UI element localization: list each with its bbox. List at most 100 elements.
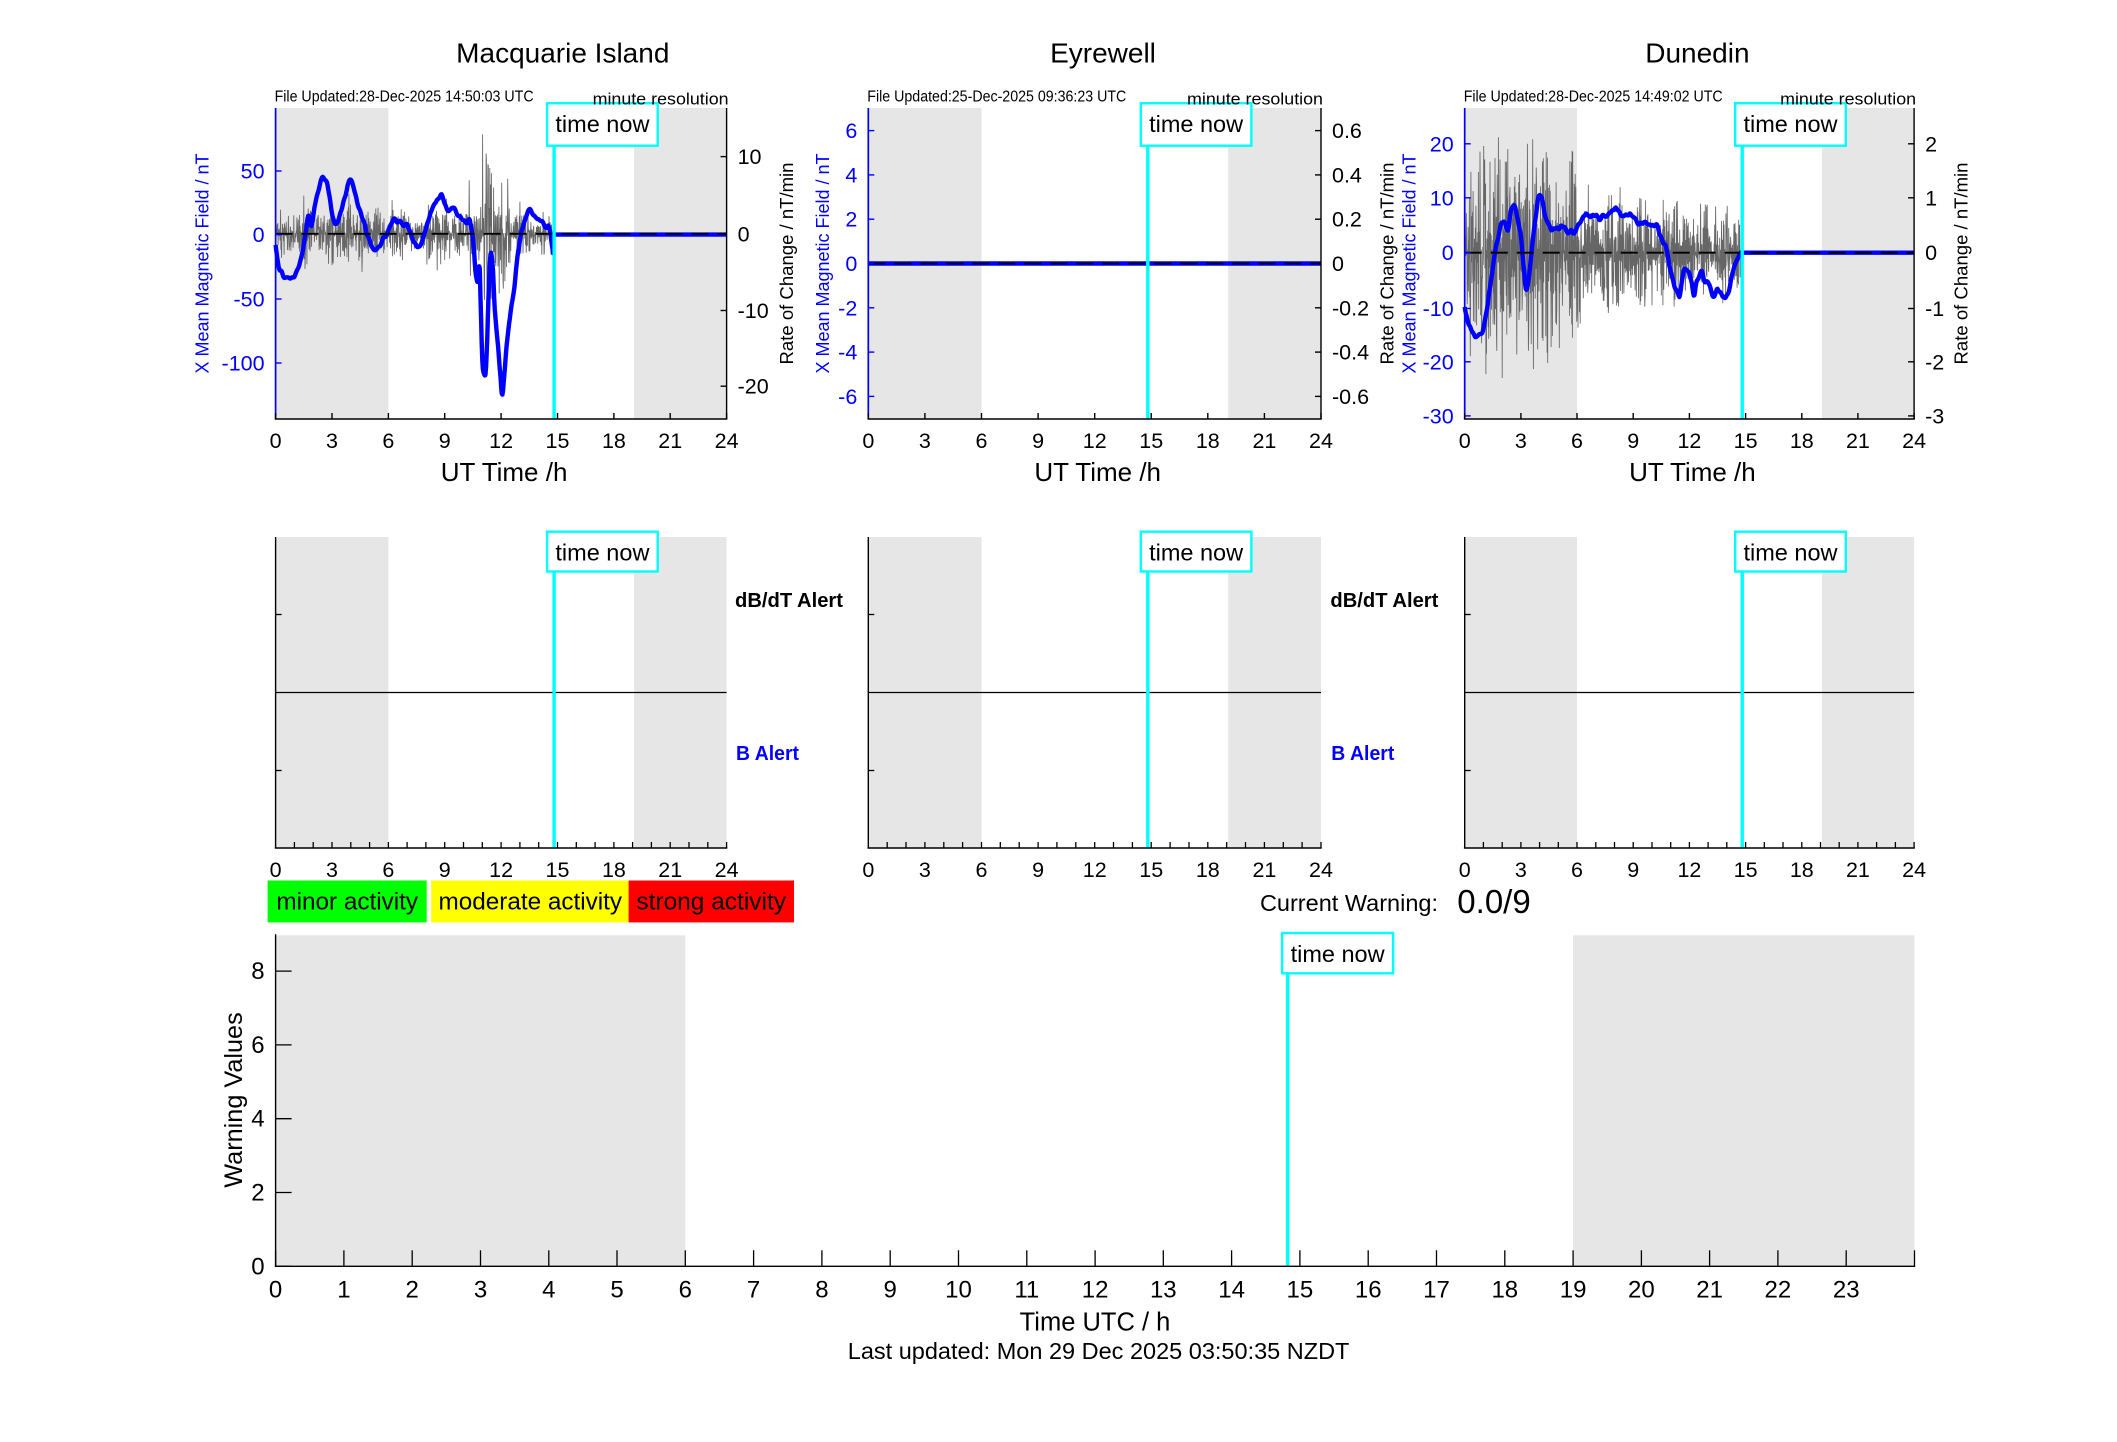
svg-text:-20: -20 xyxy=(1423,350,1454,374)
svg-text:-30: -30 xyxy=(1423,404,1454,428)
svg-text:21: 21 xyxy=(1846,429,1870,453)
svg-text:15: 15 xyxy=(1287,1277,1314,1304)
svg-text:13: 13 xyxy=(1150,1277,1177,1304)
svg-text:9: 9 xyxy=(1032,429,1044,453)
svg-text:3: 3 xyxy=(919,429,931,453)
svg-text:-0.6: -0.6 xyxy=(1332,385,1369,409)
svg-text:50: 50 xyxy=(241,160,265,184)
svg-text:0: 0 xyxy=(251,1253,264,1280)
svg-text:15: 15 xyxy=(1139,858,1163,882)
svg-text:-2: -2 xyxy=(1925,350,1944,374)
svg-text:UT Time /h: UT Time /h xyxy=(1629,457,1756,487)
svg-text:12: 12 xyxy=(1083,429,1107,453)
svg-text:24: 24 xyxy=(715,429,739,453)
svg-text:Time UTC / h: Time UTC / h xyxy=(1020,1309,1171,1337)
svg-text:9: 9 xyxy=(1627,429,1639,453)
svg-text:8: 8 xyxy=(815,1277,828,1304)
svg-text:X Mean Magnetic Field / nT: X Mean Magnetic Field / nT xyxy=(813,154,833,374)
svg-text:18: 18 xyxy=(1196,858,1220,882)
svg-text:File Updated:28-Dec-2025 14:50: File Updated:28-Dec-2025 14:50:03 UTC xyxy=(275,88,534,105)
svg-text:0.6: 0.6 xyxy=(1332,119,1362,143)
svg-text:3: 3 xyxy=(1515,858,1527,882)
svg-text:15: 15 xyxy=(1734,858,1758,882)
svg-text:time now: time now xyxy=(1743,540,1838,566)
svg-text:0.0/9: 0.0/9 xyxy=(1457,883,1530,920)
svg-text:dB/dT Alert: dB/dT Alert xyxy=(735,589,843,612)
svg-text:17: 17 xyxy=(1423,1277,1450,1304)
svg-text:18: 18 xyxy=(1491,1277,1518,1304)
svg-text:15: 15 xyxy=(546,429,570,453)
svg-text:3: 3 xyxy=(326,858,338,882)
svg-text:18: 18 xyxy=(1790,858,1814,882)
svg-text:9: 9 xyxy=(884,1277,897,1304)
svg-text:12: 12 xyxy=(1082,1277,1109,1304)
svg-text:16: 16 xyxy=(1355,1277,1382,1304)
svg-text:21: 21 xyxy=(1846,858,1870,882)
svg-text:18: 18 xyxy=(1196,429,1220,453)
svg-text:time now: time now xyxy=(555,111,650,137)
svg-text:3: 3 xyxy=(474,1277,487,1304)
svg-text:minor activity: minor activity xyxy=(276,889,418,916)
svg-text:0: 0 xyxy=(738,222,750,246)
svg-text:-20: -20 xyxy=(738,375,769,399)
svg-text:7: 7 xyxy=(747,1277,760,1304)
svg-text:3: 3 xyxy=(919,858,931,882)
svg-text:Rate of Change / nT/min: Rate of Change / nT/min xyxy=(777,163,797,365)
svg-text:1: 1 xyxy=(337,1277,350,1304)
svg-text:8: 8 xyxy=(251,958,264,985)
svg-text:1: 1 xyxy=(1925,186,1937,210)
svg-text:0: 0 xyxy=(1925,241,1937,265)
svg-text:-0.2: -0.2 xyxy=(1332,296,1369,320)
svg-text:UT Time /h: UT Time /h xyxy=(441,457,568,487)
svg-text:6: 6 xyxy=(976,858,988,882)
svg-text:12: 12 xyxy=(1677,858,1701,882)
svg-text:24: 24 xyxy=(1309,429,1333,453)
svg-text:23: 23 xyxy=(1833,1277,1860,1304)
svg-text:-10: -10 xyxy=(738,299,769,323)
svg-text:21: 21 xyxy=(1252,858,1276,882)
svg-text:18: 18 xyxy=(602,858,626,882)
svg-text:Dunedin: Dunedin xyxy=(1645,38,1749,69)
svg-text:6: 6 xyxy=(1571,429,1583,453)
svg-text:-100: -100 xyxy=(222,352,265,376)
svg-text:minute resolution: minute resolution xyxy=(1780,90,1916,109)
svg-text:9: 9 xyxy=(439,429,451,453)
svg-text:9: 9 xyxy=(1032,858,1044,882)
svg-text:10: 10 xyxy=(945,1277,972,1304)
svg-text:-10: -10 xyxy=(1423,297,1454,321)
svg-text:Last updated: Mon 29 Dec 2025: Last updated: Mon 29 Dec 2025 03:50:35 N… xyxy=(848,1338,1350,1364)
svg-text:0: 0 xyxy=(269,1277,282,1304)
svg-text:9: 9 xyxy=(1627,858,1639,882)
svg-text:6: 6 xyxy=(845,119,857,143)
svg-text:24: 24 xyxy=(1902,429,1926,453)
svg-text:14: 14 xyxy=(1218,1277,1245,1304)
svg-text:B Alert: B Alert xyxy=(736,742,799,765)
svg-text:5: 5 xyxy=(610,1277,623,1304)
svg-text:12: 12 xyxy=(489,429,513,453)
svg-text:12: 12 xyxy=(1677,429,1701,453)
svg-text:0: 0 xyxy=(862,429,874,453)
svg-text:2: 2 xyxy=(1925,132,1937,156)
svg-text:4: 4 xyxy=(542,1277,555,1304)
svg-text:12: 12 xyxy=(1083,858,1107,882)
svg-text:-2: -2 xyxy=(838,296,857,320)
svg-text:time now: time now xyxy=(1743,111,1838,137)
svg-text:24: 24 xyxy=(1309,858,1333,882)
svg-text:-1: -1 xyxy=(1925,297,1944,321)
svg-text:18: 18 xyxy=(1790,429,1814,453)
svg-text:2: 2 xyxy=(406,1277,419,1304)
svg-text:Warning Values: Warning Values xyxy=(220,1012,248,1187)
svg-text:9: 9 xyxy=(439,858,451,882)
svg-text:24: 24 xyxy=(1902,858,1926,882)
svg-text:time now: time now xyxy=(1149,540,1244,566)
svg-text:6: 6 xyxy=(251,1032,264,1059)
svg-text:15: 15 xyxy=(1139,429,1163,453)
svg-text:15: 15 xyxy=(1734,429,1758,453)
svg-text:time now: time now xyxy=(1291,941,1386,967)
svg-text:0.2: 0.2 xyxy=(1332,208,1362,232)
svg-text:Macquarie Island: Macquarie Island xyxy=(456,38,669,69)
svg-text:6: 6 xyxy=(1571,858,1583,882)
svg-text:0: 0 xyxy=(845,252,857,276)
svg-text:3: 3 xyxy=(326,429,338,453)
svg-text:21: 21 xyxy=(1252,429,1276,453)
